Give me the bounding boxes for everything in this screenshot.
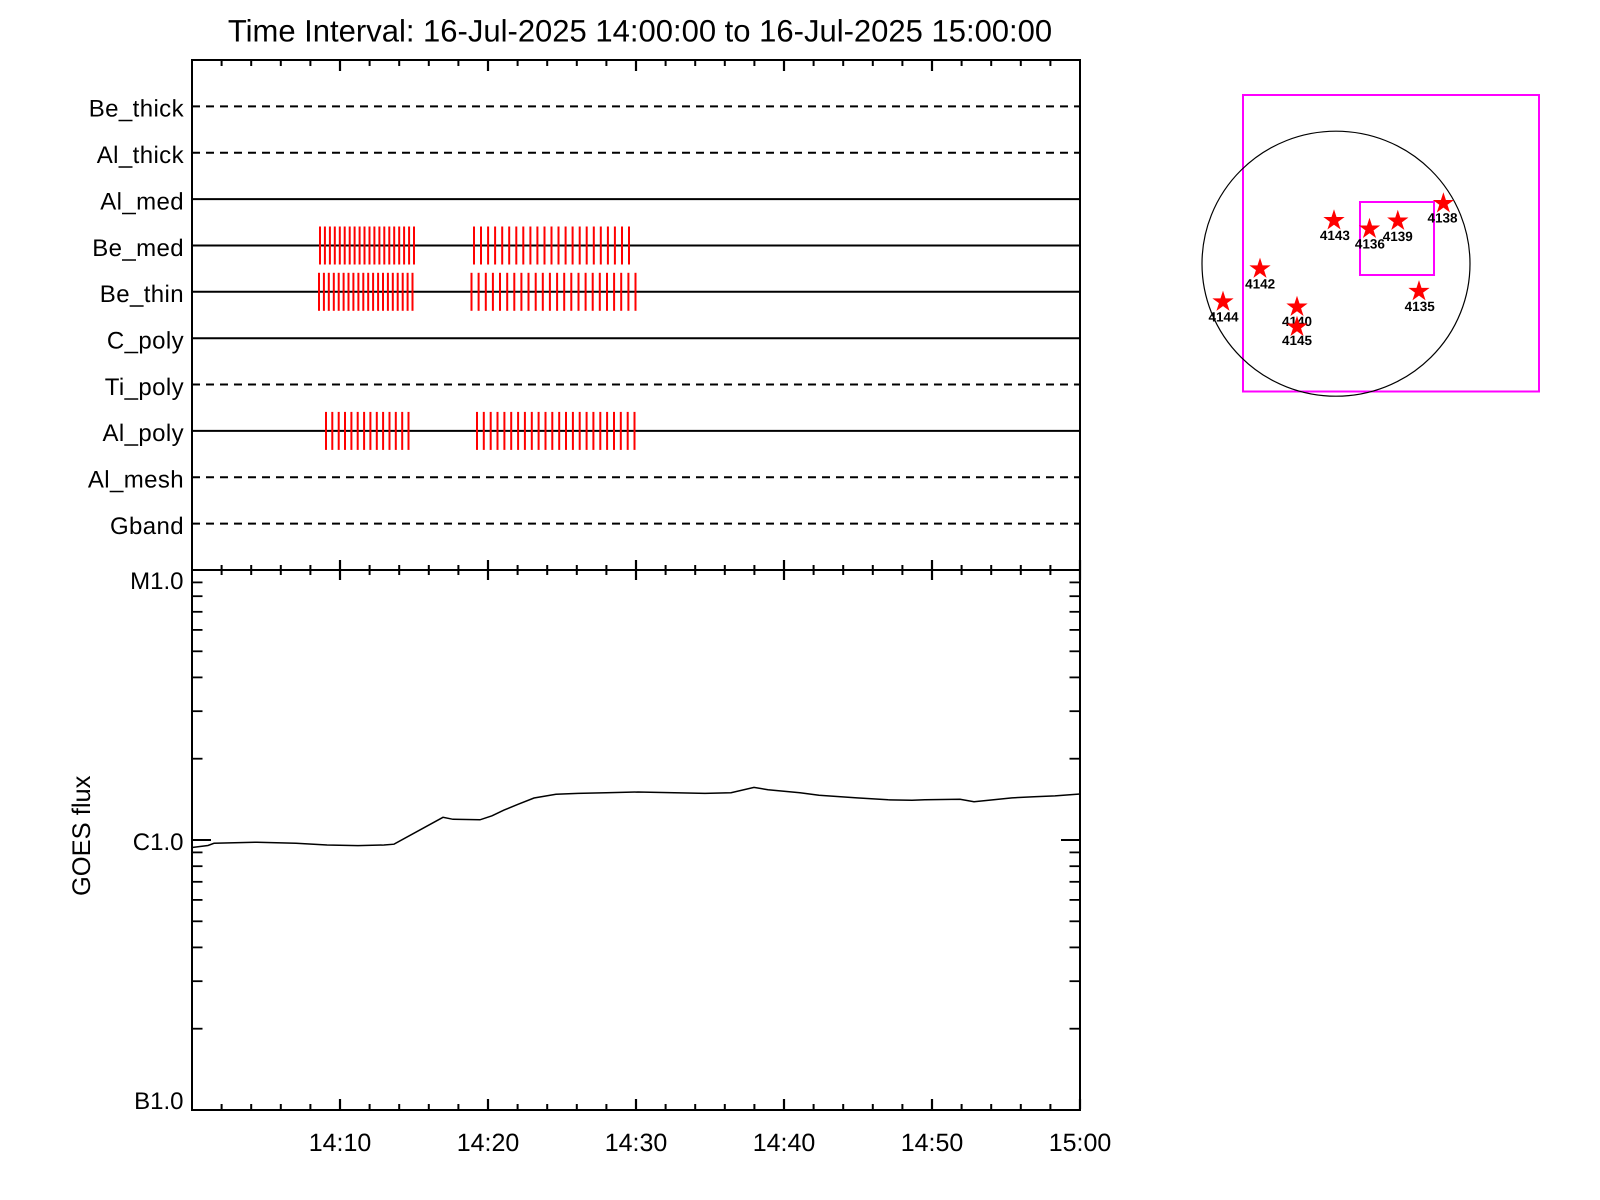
svg-text:Be_thin: Be_thin: [100, 281, 184, 308]
svg-text:4142: 4142: [1245, 276, 1275, 291]
svg-text:C1.0: C1.0: [133, 829, 184, 856]
svg-text:14:10: 14:10: [309, 1129, 372, 1157]
svg-text:Al_mesh: Al_mesh: [88, 467, 184, 494]
svg-text:14:30: 14:30: [605, 1129, 668, 1157]
svg-text:4139: 4139: [1383, 229, 1413, 244]
svg-text:Ti_poly: Ti_poly: [105, 374, 184, 401]
svg-text:14:40: 14:40: [753, 1129, 816, 1157]
svg-text:4144: 4144: [1208, 309, 1239, 324]
svg-text:B1.0: B1.0: [134, 1088, 183, 1115]
svg-text:4138: 4138: [1427, 211, 1458, 226]
svg-text:Al_med: Al_med: [100, 188, 184, 215]
svg-text:4145: 4145: [1282, 333, 1313, 348]
svg-text:4136: 4136: [1355, 236, 1386, 251]
svg-text:15:00: 15:00: [1049, 1129, 1112, 1157]
svg-text:M1.0: M1.0: [130, 568, 183, 595]
svg-text:Be_thick: Be_thick: [89, 96, 185, 123]
svg-text:GOES flux: GOES flux: [68, 775, 96, 896]
svg-text:4135: 4135: [1405, 299, 1436, 314]
svg-text:Time Interval: 16-Jul-2025 14:: Time Interval: 16-Jul-2025 14:00:00 to 1…: [228, 14, 1052, 49]
svg-text:14:20: 14:20: [457, 1129, 520, 1157]
svg-text:Be_med: Be_med: [92, 235, 184, 262]
svg-text:14:50: 14:50: [901, 1129, 964, 1157]
svg-text:Al_poly: Al_poly: [102, 420, 184, 447]
svg-text:4143: 4143: [1320, 228, 1351, 243]
svg-text:Al_thick: Al_thick: [97, 142, 185, 169]
svg-text:Gband: Gband: [110, 513, 184, 540]
svg-text:C_poly: C_poly: [107, 328, 184, 355]
